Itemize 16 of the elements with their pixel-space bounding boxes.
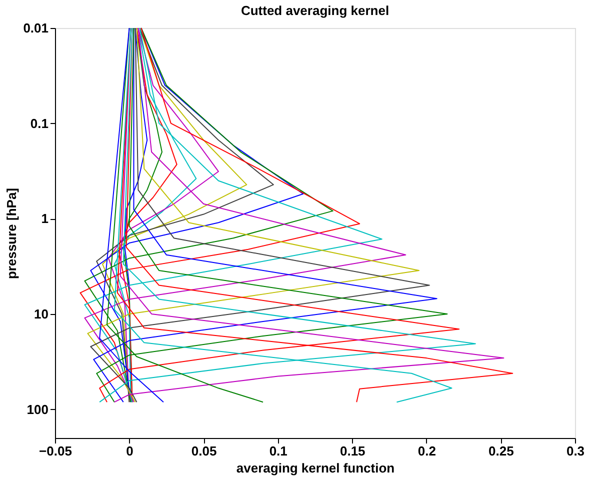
y-tick-label: 0.01 — [23, 20, 48, 36]
x-tick-label: −0.05 — [39, 444, 72, 458]
x-tick-label: 0.15 — [340, 444, 366, 458]
x-axis-title: averaging kernel function — [236, 460, 395, 476]
x-tick-label: 0.2 — [418, 444, 436, 458]
x-tick-label: 0.25 — [488, 444, 514, 458]
x-tick-label: 0.3 — [566, 444, 585, 458]
x-tick-label: 0.1 — [269, 444, 288, 458]
y-tick-label: 10 — [34, 306, 48, 322]
y-tick-label: 100 — [26, 402, 48, 417]
y-axis-title: pressure [hPa] — [4, 188, 20, 280]
y-tick-label: 0.1 — [30, 116, 48, 131]
y-tick-label: 1 — [41, 211, 48, 226]
x-tick-label: 0.05 — [191, 444, 217, 458]
chart-title: Cutted averaging kernel — [240, 3, 390, 18]
x-tick-label: 0 — [126, 444, 134, 458]
